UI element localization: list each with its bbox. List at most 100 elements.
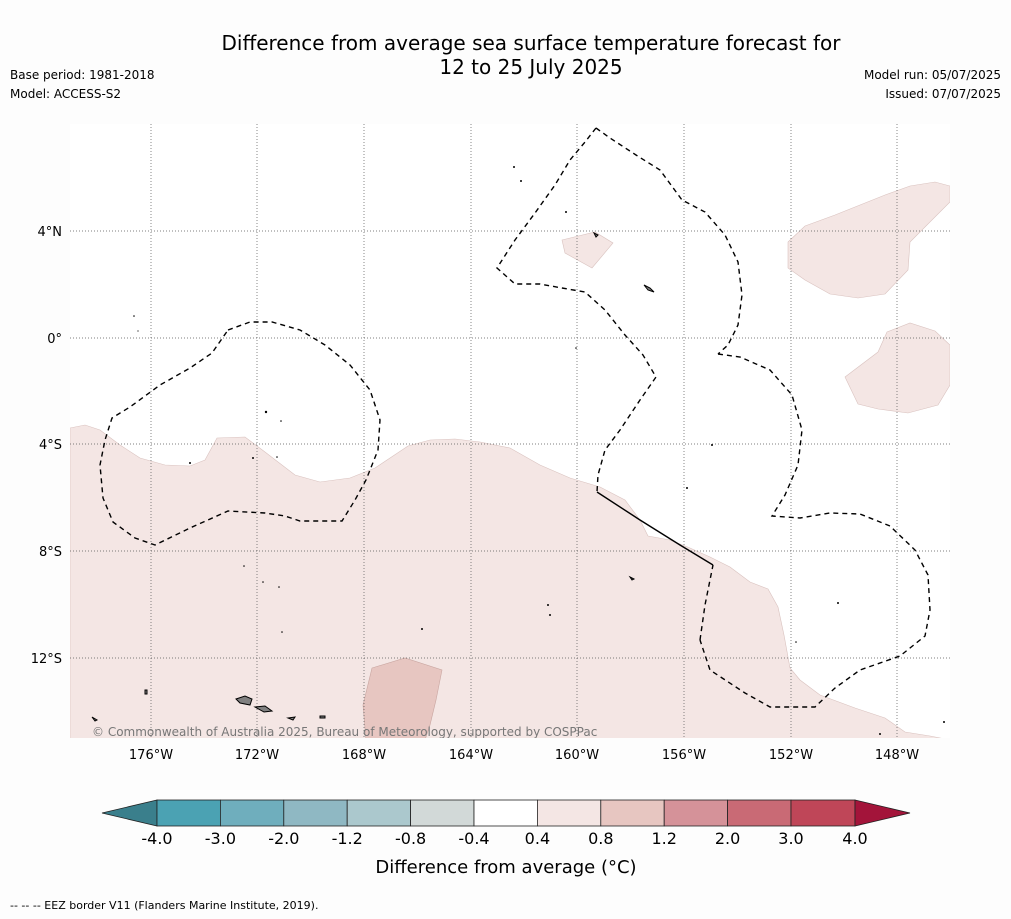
- colorbar-tick: 3.0: [778, 829, 803, 848]
- anomaly-region-east: [844, 322, 950, 414]
- model-name: Model: ACCESS-S2: [10, 87, 122, 101]
- colorbar-segment: [790, 799, 856, 827]
- atoll-dot: [943, 721, 945, 723]
- atoll-dot: [262, 581, 264, 583]
- latitude-labels: 4°N 0° 4°S 8°S 12°S: [31, 225, 62, 667]
- anomaly-region-northeast: [787, 181, 950, 299]
- lat-label-4S: 4°S: [39, 438, 62, 453]
- eez-borders: [99, 127, 931, 708]
- atoll-dot: [252, 457, 254, 459]
- colorbar-segment: [663, 799, 729, 827]
- eez-border-east: [699, 353, 931, 708]
- eez-legend-note: -- -- -- EEZ border V11 (Flanders Marine…: [10, 899, 319, 912]
- atoll-dot: [879, 733, 881, 735]
- atoll-dots: [133, 166, 945, 735]
- graticule: [70, 124, 950, 738]
- longitude-labels: 176°W 172°W 168°W 164°W 160°W 156°W 152°…: [129, 748, 919, 763]
- island-samoa-savaii: [235, 695, 253, 706]
- colorbar-tick: -3.0: [205, 829, 236, 848]
- colorbar-tick: 2.0: [715, 829, 740, 848]
- island-wallis: [144, 689, 148, 695]
- colorbar-segment: [156, 799, 221, 827]
- lat-label-0: 0°: [47, 332, 62, 347]
- colorbar-segment: [219, 799, 285, 827]
- island-kiritimati: [643, 284, 655, 293]
- atoll-dot: [281, 631, 283, 633]
- base-period: Base period: 1981-2018: [10, 68, 155, 82]
- atoll-dot: [795, 641, 797, 643]
- atoll-dot: [278, 586, 280, 588]
- colorbar-segment: [283, 799, 348, 827]
- colorbar-tick: 4.0: [842, 829, 867, 848]
- colorbar-segment: [537, 799, 602, 827]
- map-title: Difference from average sea surface temp…: [0, 31, 1011, 79]
- atoll-dot: [513, 166, 515, 168]
- colorbar-segment: [600, 799, 665, 827]
- colorbar-segment: [727, 799, 792, 827]
- lat-label-4N: 4°N: [38, 225, 63, 240]
- copyright-notice: © Commonwealth of Australia 2025, Bureau…: [92, 725, 597, 739]
- atoll-dot: [264, 410, 268, 414]
- atoll-dot: [133, 315, 135, 317]
- island-atoll-south: [628, 575, 636, 581]
- eez-border-southeast: [699, 564, 714, 641]
- metadata-right: Model run: 05/07/2025 Issued: 07/07/2025: [864, 66, 1001, 104]
- lon-label-160W: 160°W: [555, 748, 599, 763]
- colorbar-segment: [346, 799, 412, 827]
- title-line-1: Difference from average sea surface temp…: [221, 31, 841, 55]
- atoll-dot: [547, 604, 549, 606]
- colorbar-segment: [410, 799, 475, 827]
- atoll-dot: [137, 330, 139, 332]
- colorbar-label: Difference from average (°C): [375, 857, 636, 878]
- eez-border-tokelau: [99, 321, 381, 546]
- eez-border-central-west: [496, 127, 657, 493]
- lat-label-12S: 12°S: [31, 652, 62, 667]
- anomaly-region-south-strong: [362, 657, 443, 738]
- island-swains: [319, 715, 326, 719]
- island-atoll-north: [592, 231, 599, 238]
- atoll-dot: [276, 456, 278, 458]
- colorbar-tick: 0.4: [525, 829, 550, 848]
- colorbar-tick: 1.2: [651, 829, 676, 848]
- atoll-dot: [280, 420, 282, 422]
- colorbar-extend-high: [854, 799, 911, 827]
- colorbar-tick: -2.0: [268, 829, 299, 848]
- atoll-dot: [837, 602, 839, 604]
- atoll-dot: [686, 487, 688, 489]
- colorbar-tick: -0.8: [395, 829, 426, 848]
- atoll-dot: [189, 462, 191, 464]
- colorbar: -4.0 -3.0 -2.0 -1.2 -0.8 -0.4 0.4 0.8 1.…: [101, 799, 911, 878]
- islands: [91, 231, 655, 722]
- atoll-dot: [520, 180, 522, 182]
- lon-label-152W: 152°W: [769, 748, 813, 763]
- island-samoa-upolu: [253, 705, 274, 713]
- colorbar-tick: 0.8: [588, 829, 613, 848]
- colorbar-tick: -1.2: [332, 829, 363, 848]
- eez-border-solid-segment: [596, 491, 714, 566]
- atoll-dot: [549, 614, 551, 616]
- colorbar-extend-low: [101, 799, 158, 827]
- lon-label-176W: 176°W: [129, 748, 173, 763]
- title-line-2: 12 to 25 July 2025: [439, 55, 623, 79]
- colorbar-tick: -0.4: [458, 829, 489, 848]
- atoll-dot: [421, 628, 423, 630]
- lon-label-156W: 156°W: [662, 748, 706, 763]
- metadata-left: Base period: 1981-2018 Model: ACCESS-S2: [10, 66, 155, 104]
- map-area: © Commonwealth of Australia 2025, Bureau…: [70, 124, 950, 739]
- issued-date: Issued: 07/07/2025: [885, 87, 1001, 101]
- colorbar-tick: -4.0: [141, 829, 172, 848]
- model-run: Model run: 05/07/2025: [863, 68, 1001, 82]
- lon-label-168W: 168°W: [342, 748, 386, 763]
- lon-label-164W: 164°W: [449, 748, 493, 763]
- eez-border-kiribati-line-islands: [595, 127, 743, 355]
- colorbar-segment: [473, 799, 538, 827]
- anomaly-region-south: [70, 424, 942, 738]
- lat-label-8S: 8°S: [39, 545, 62, 560]
- lon-label-172W: 172°W: [235, 748, 279, 763]
- atoll-dot: [243, 565, 245, 567]
- lon-label-148W: 148°W: [875, 748, 919, 763]
- atoll-dot: [711, 444, 713, 446]
- atoll-dot: [565, 211, 567, 213]
- atoll-dot: [773, 515, 775, 517]
